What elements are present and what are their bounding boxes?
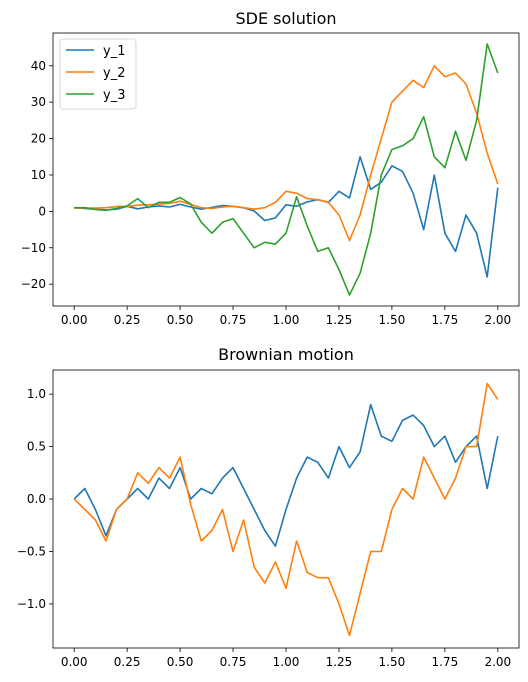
- chart-title: Brownian motion: [218, 345, 354, 364]
- y-tick-label: −10: [21, 241, 46, 255]
- x-tick-label: 1.00: [273, 655, 300, 669]
- legend: y_1 y_2 y_3: [59, 38, 137, 110]
- panel-sde-solution: SDE solution −20 −10 0 10 20 30 40 0.00 0.25 0.5…: [21, 9, 520, 327]
- x-tick-label: 0.75: [220, 655, 247, 669]
- legend-label-y1: y_1: [103, 44, 125, 59]
- series-lines: [74, 43, 499, 296]
- series-lines: [73, 382, 499, 637]
- x-tick-label: 1.25: [326, 655, 353, 669]
- y-tick-label: 0.0: [27, 492, 46, 506]
- series-line-y1: [74, 156, 499, 278]
- x-ticks: 0.00 0.25 0.50 0.75 1.00 1.25 1.50 1.75 2.00: [61, 306, 511, 327]
- y-ticks: −1.0 −0.5 0.0 0.5 1.0: [17, 387, 53, 611]
- x-tick-label: 2.00: [484, 655, 511, 669]
- y-tick-label: −1.0: [17, 597, 46, 611]
- y-tick-label: 0.5: [27, 440, 46, 454]
- x-tick-label: 0.50: [167, 313, 194, 327]
- x-tick-label: 2.00: [484, 313, 511, 327]
- x-tick-label: 0.00: [61, 313, 88, 327]
- x-tick-label: 0.00: [61, 655, 88, 669]
- y-tick-label: −20: [21, 277, 46, 291]
- y-tick-label: 40: [31, 59, 46, 73]
- y-tick-label: −0.5: [17, 544, 46, 558]
- y-tick-label: 1.0: [27, 387, 46, 401]
- x-tick-label: 1.25: [326, 313, 353, 327]
- y-ticks: −20 −10 0 10 20 30 40: [21, 59, 53, 291]
- series-line-brownian-1: [73, 403, 499, 548]
- x-tick-label: 1.50: [379, 655, 406, 669]
- chart-title: SDE solution: [235, 9, 336, 28]
- panel-brownian-motion: Brownian motion −1.0−0.50.00.51.0 0.00 0.…: [17, 345, 520, 669]
- legend-box: [59, 38, 137, 110]
- x-tick-label: 0.75: [220, 313, 247, 327]
- y-tick-label: 10: [31, 168, 46, 182]
- y-tick-label: 20: [31, 132, 46, 146]
- x-tick-label: 0.25: [114, 313, 141, 327]
- x-tick-label: 1.00: [273, 313, 300, 327]
- x-tick-label: 1.75: [432, 655, 459, 669]
- x-tick-label: 0.25: [114, 655, 141, 669]
- x-tick-label: 1.50: [379, 313, 406, 327]
- x-tick-label: 0.50: [167, 655, 194, 669]
- series-line-brownian-2: [73, 382, 499, 637]
- x-ticks: 0.00 0.25 0.50 0.75 1.00 1.25 1.50 1.75 2.00: [61, 648, 511, 669]
- legend-label-y2: y_2: [103, 66, 125, 81]
- x-tick-label: 1.75: [432, 313, 459, 327]
- y-tick-label: 30: [31, 95, 46, 109]
- series-line-y3: [74, 43, 499, 296]
- y-tick-label: 0: [38, 204, 46, 218]
- legend-label-y3: y_3: [103, 88, 125, 103]
